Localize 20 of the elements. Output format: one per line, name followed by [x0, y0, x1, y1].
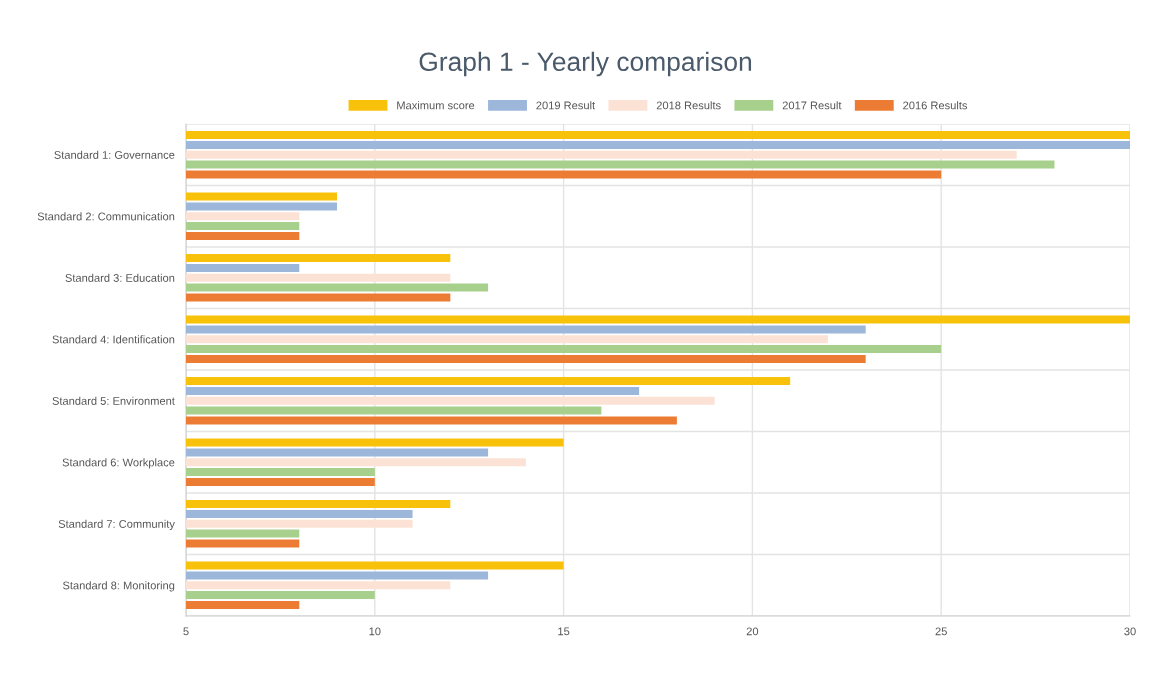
y-tick-label: Standard 5: Environment	[52, 396, 175, 405]
x-tick-label: 20	[746, 627, 759, 636]
x-tick-label: 5	[183, 627, 189, 636]
x-tick-label: 25	[935, 627, 947, 636]
y-tick-label: Standard 8: Monitoring	[62, 581, 175, 592]
legend-label: Maximum score	[397, 101, 475, 110]
legend-label: 2019 Result	[536, 101, 596, 110]
x-tick-label: 30	[1124, 627, 1136, 636]
x-tick-label: 15	[558, 627, 570, 636]
y-tick-label: Standard 1: Governance	[54, 150, 175, 159]
legend-label: 2016 Results	[903, 101, 968, 110]
x-tick-label: 10	[369, 627, 381, 636]
y-tick-label: Standard 3: Education	[65, 273, 175, 282]
y-tick-label: Standard 7: Community	[58, 519, 175, 531]
y-tick-label: Standard 2: Communication	[37, 212, 175, 221]
y-tick-label: Standard 6: Workplace	[62, 458, 175, 469]
y-tick-label: Standard 4: Identification	[52, 335, 175, 344]
legend-label: 2018 Results	[656, 101, 721, 110]
legend-label: 2017 Result	[782, 101, 842, 110]
chart-title: Graph 1 - Yearly comparison	[419, 51, 752, 77]
